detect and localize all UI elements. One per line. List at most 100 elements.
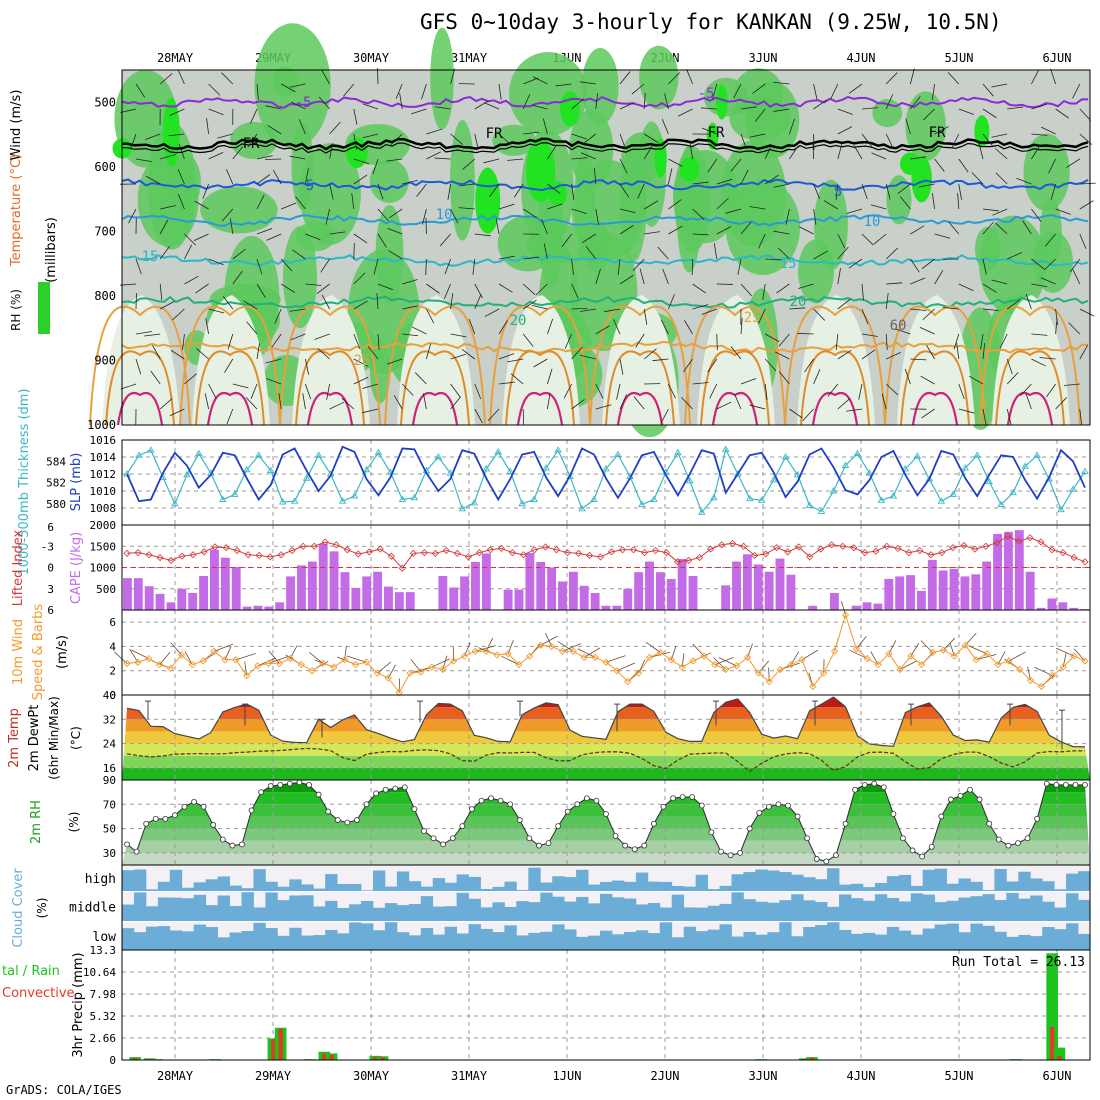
cloud-bar — [361, 900, 374, 921]
wind-barb — [439, 233, 451, 247]
rh-point — [315, 791, 322, 798]
wind-barb — [835, 183, 839, 200]
cloud-bar — [671, 885, 685, 891]
rh-point — [928, 843, 935, 850]
rh-point — [286, 780, 293, 787]
wind-speed-point — [275, 659, 284, 668]
wind-barb — [229, 218, 234, 235]
cloud-bar — [337, 933, 350, 950]
wind-barb — [934, 158, 945, 172]
wind-barb — [616, 383, 621, 400]
wind-barb — [1066, 158, 1081, 168]
temp-contour-30 — [400, 350, 470, 426]
cape-bar — [884, 578, 894, 610]
wind-barb — [1050, 68, 1056, 85]
cloud-bar — [193, 894, 207, 921]
wind-barb — [377, 183, 384, 200]
cloud-bar — [456, 892, 469, 921]
cloud-bar — [217, 895, 230, 921]
wind-barb — [160, 154, 176, 160]
surface-wind-barb — [1055, 647, 1075, 657]
wind-speed-point — [460, 652, 469, 660]
temp-contour-30 — [700, 350, 770, 426]
temp-contour-25 — [179, 305, 281, 426]
wind-barb — [250, 108, 258, 124]
wind-barb — [692, 181, 709, 185]
cape-bar — [568, 571, 578, 610]
surface-wind-barb — [1008, 651, 1026, 662]
cloud-bar — [874, 934, 888, 950]
wind-barb — [692, 233, 709, 236]
wind-barb — [668, 168, 673, 185]
wind-barb — [377, 67, 379, 85]
wind-barb — [159, 219, 169, 235]
wind-barb — [373, 258, 379, 275]
li-point — [618, 546, 627, 554]
wind-barb — [1079, 233, 1087, 249]
wind-axis-label-2: Speed & Barbs — [31, 604, 46, 701]
wind-barb — [846, 208, 863, 214]
thickness-point — [925, 475, 934, 482]
wind-barb — [777, 247, 790, 260]
cape-bar — [1025, 571, 1035, 610]
li-point — [662, 549, 671, 557]
wind-barb — [730, 158, 742, 172]
wind-barb — [1055, 108, 1069, 119]
wind-speed-point — [645, 653, 654, 661]
cloud-bar — [492, 932, 505, 950]
cloud-bar — [862, 932, 876, 950]
rh-point — [267, 783, 274, 789]
li-point — [519, 551, 527, 559]
li-point — [332, 541, 340, 549]
cloud-bar — [552, 924, 565, 950]
cloud-bar — [408, 935, 422, 950]
isotherm-20 — [121, 295, 1089, 309]
rh-point — [1043, 780, 1050, 787]
li-point — [718, 541, 726, 549]
rh-point — [191, 798, 197, 805]
wind-barb — [498, 133, 512, 146]
wind-barb — [341, 397, 355, 410]
wind-speed-point — [297, 661, 305, 669]
wind-barb — [474, 408, 483, 424]
wind-speed-point — [221, 656, 229, 664]
wind-barb — [305, 383, 312, 400]
slp-line — [126, 445, 1086, 503]
wind-barb — [1025, 393, 1032, 410]
li-point — [134, 549, 142, 557]
thickness-point — [566, 472, 574, 479]
wind-barb — [752, 83, 766, 94]
rh-point — [1034, 815, 1040, 822]
wind-barb — [1079, 182, 1096, 185]
cloud-bar — [1066, 873, 1079, 891]
wind-barb — [351, 193, 355, 210]
wind-barb — [177, 194, 185, 210]
rh-axis-label-2: (%) — [67, 812, 81, 833]
wind-barb — [848, 83, 863, 94]
cape-bar — [547, 567, 557, 610]
cape-bar — [808, 605, 818, 610]
wind-speed-point — [232, 656, 240, 664]
wind-barb — [302, 393, 306, 410]
wind-barb — [683, 358, 693, 373]
wind-barb — [468, 318, 476, 335]
lifted-index-axis-label: Lifted Index — [11, 529, 26, 606]
cloud-bar — [755, 869, 768, 891]
date-label-top: 31MAY — [451, 51, 488, 65]
rh-blob — [979, 215, 1047, 315]
wind-barb — [159, 398, 173, 410]
temp-contour-35 — [306, 392, 354, 426]
wind-speed-point — [994, 661, 1002, 669]
cloud-bar — [731, 874, 744, 891]
cloud-bar — [695, 931, 708, 950]
wind-speed-point — [199, 657, 207, 665]
wind-barb — [426, 283, 440, 294]
contour-label: FR — [486, 126, 503, 142]
li-point — [872, 547, 880, 555]
cloud-bar — [815, 879, 828, 891]
wind-barb — [329, 143, 334, 160]
cloud-bar — [277, 935, 290, 950]
cloud-bar — [707, 905, 720, 921]
wind-barb — [1055, 397, 1067, 410]
wind-speed-point — [689, 657, 697, 665]
